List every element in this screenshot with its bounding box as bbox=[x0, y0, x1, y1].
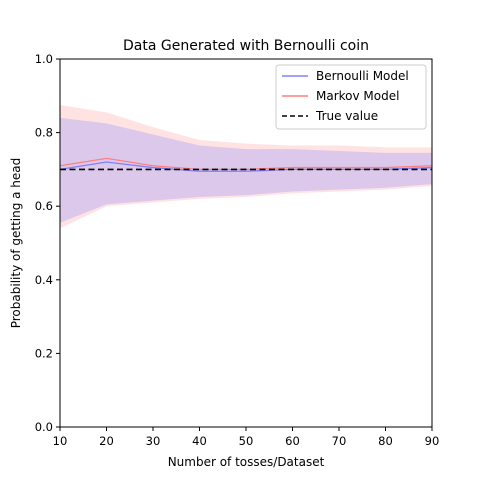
x-tick-label: 20 bbox=[99, 434, 114, 448]
x-tick-label: 50 bbox=[239, 434, 254, 448]
x-axis-label: Number of tosses/Dataset bbox=[168, 455, 325, 469]
series-lines bbox=[59, 157, 433, 172]
legend-label-markov: Markov Model bbox=[316, 89, 399, 103]
x-tick-label: 10 bbox=[53, 434, 68, 448]
x-tick-label: 90 bbox=[425, 434, 440, 448]
legend-label-bernoulli: Bernoulli Model bbox=[316, 69, 409, 83]
legend: Bernoulli Model Markov Model True value bbox=[275, 64, 427, 130]
y-tick-label: 0.8 bbox=[35, 126, 53, 140]
x-tick-label: 70 bbox=[332, 434, 347, 448]
bernoulli-model-confidence-band bbox=[60, 117, 432, 223]
y-tick-label: 0.4 bbox=[35, 273, 53, 287]
y-axis-ticks: 0.0 0.2 0.4 0.6 0.8 1.0 bbox=[35, 52, 60, 434]
y-tick-label: 0.6 bbox=[35, 199, 53, 213]
markov-model-confidence-band bbox=[60, 105, 432, 229]
y-tick-label: 1.0 bbox=[35, 52, 53, 66]
x-tick-label: 40 bbox=[192, 434, 207, 448]
y-tick-label: 0.2 bbox=[35, 346, 53, 360]
legend-box bbox=[275, 64, 427, 130]
y-axis-label: Probability of getting a head bbox=[9, 158, 23, 329]
x-tick-label: 80 bbox=[378, 434, 393, 448]
x-tick-label: 60 bbox=[285, 434, 300, 448]
confidence-bands bbox=[60, 105, 432, 229]
chart-title: Data Generated with Bernoulli coin bbox=[123, 38, 369, 54]
x-tick-label: 30 bbox=[146, 434, 161, 448]
legend-label-true-value: True value bbox=[315, 109, 378, 123]
x-axis-ticks: 10 20 30 40 50 60 70 80 90 bbox=[53, 427, 440, 448]
y-tick-label: 0.0 bbox=[35, 420, 53, 434]
